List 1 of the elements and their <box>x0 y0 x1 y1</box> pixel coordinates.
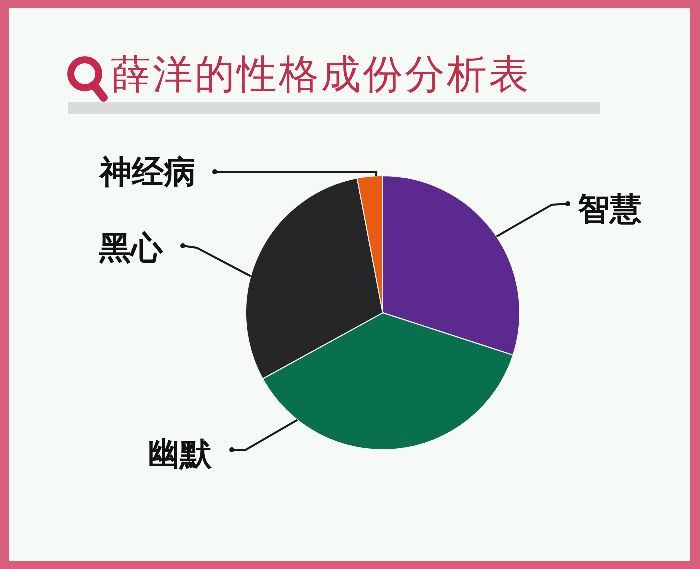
title: 薛洋的性格成份分析表 <box>111 52 531 98</box>
